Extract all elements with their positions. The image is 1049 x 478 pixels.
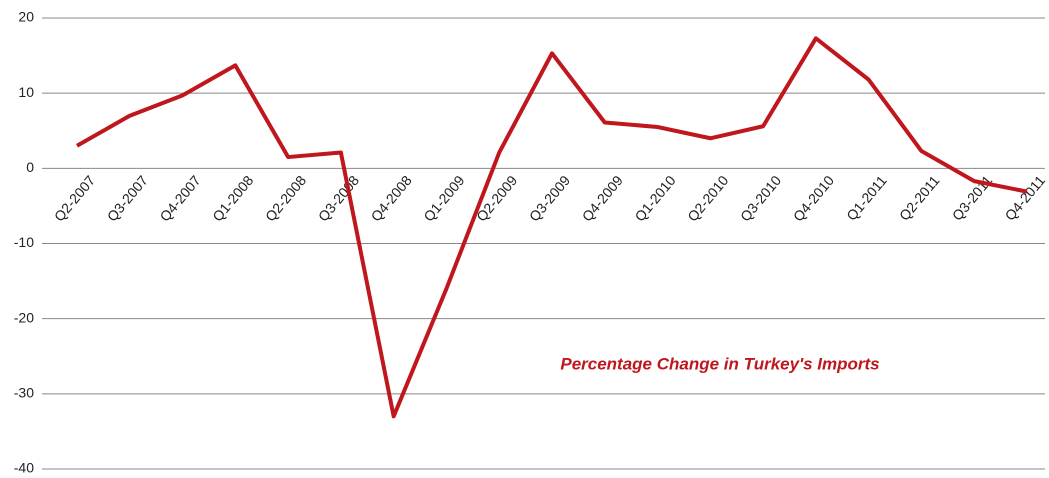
x-tick-label: Q2-2008 <box>262 172 309 224</box>
data-line <box>76 36 1028 419</box>
x-tick-label: Q2-2010 <box>684 172 731 224</box>
x-tick-label: Q2-2011 <box>896 172 943 223</box>
x-tick-label: Q4-2011 <box>1002 172 1049 223</box>
x-tick-label: Q3-2007 <box>104 172 151 224</box>
x-tick-label: Q4-2007 <box>156 172 203 224</box>
y-tick-label: -30 <box>14 385 34 401</box>
x-tick-label: Q2-2007 <box>51 172 98 224</box>
x-tick-label: Q1-2008 <box>209 172 256 224</box>
y-tick-label: 0 <box>26 159 34 175</box>
chart-title: Percentage Change in Turkey's Imports <box>560 354 879 373</box>
y-tick-label: -10 <box>14 234 34 250</box>
x-tick-label: Q4-2008 <box>368 172 415 224</box>
x-tick-label: Q1-2011 <box>843 172 890 223</box>
y-tick-label: 10 <box>18 84 34 100</box>
y-tick-label: -20 <box>14 309 34 325</box>
x-tick-label: Q3-2009 <box>526 172 573 224</box>
x-tick-label: Q1-2009 <box>420 172 467 224</box>
x-tick-label: Q4-2010 <box>790 172 837 224</box>
x-tick-label: Q3-2010 <box>737 172 784 224</box>
y-tick-label: -40 <box>14 460 34 476</box>
x-tick-label: Q4-2009 <box>579 172 626 224</box>
y-tick-label: 20 <box>18 9 34 25</box>
x-tick-label: Q1-2010 <box>631 172 678 224</box>
